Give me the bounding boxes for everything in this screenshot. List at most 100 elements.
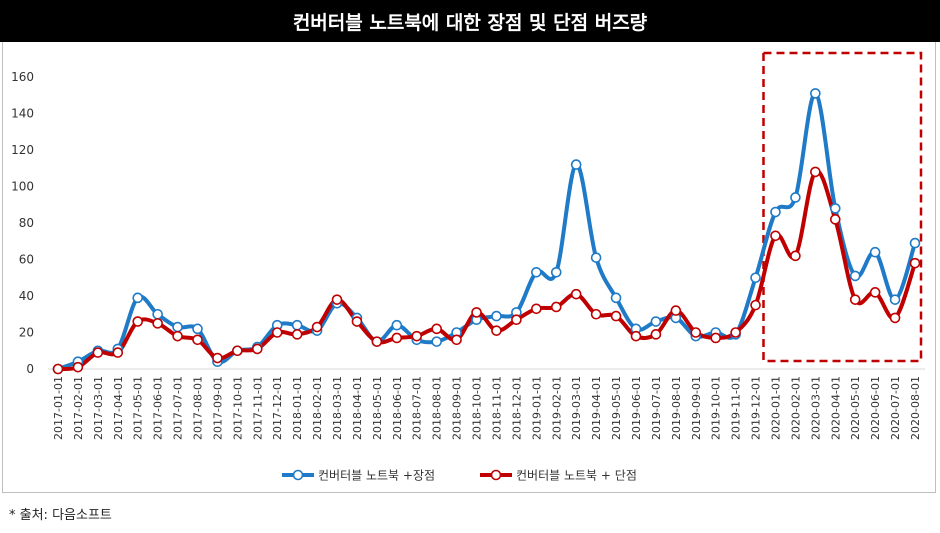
- x-tick-label: 2020-04-01: [829, 376, 842, 440]
- x-tick-label: 2018-03-01: [331, 376, 344, 440]
- series-1-point: [750, 272, 761, 284]
- series-1-point: [531, 266, 542, 278]
- series-2-point: [790, 250, 801, 262]
- series-2-point: [869, 287, 881, 298]
- chart-title: 컨버터블 노트북에 대한 장점 및 단점 버즈량: [0, 0, 940, 42]
- x-tick-label: 2019-05-01: [610, 376, 623, 440]
- x-tick-label: 2018-06-01: [391, 376, 404, 440]
- x-tick-label: 2017-08-01: [192, 376, 205, 440]
- series-2-point: [132, 316, 144, 327]
- x-tick-label: 2018-09-01: [451, 376, 464, 440]
- x-tick-label: 2017-04-01: [112, 376, 125, 440]
- series-2-point: [232, 345, 243, 357]
- series-2-point: [411, 330, 423, 342]
- x-tick-label: 2019-04-01: [590, 376, 603, 440]
- series-2-point: [152, 318, 163, 329]
- y-tick-label: 160: [11, 70, 34, 84]
- series-1-point: [829, 203, 841, 214]
- series-2-point: [550, 301, 562, 313]
- x-tick-label: 2017-02-01: [72, 376, 85, 440]
- series-2-point: [491, 325, 502, 336]
- series-1-point: [650, 316, 662, 327]
- series-2-point: [570, 288, 582, 300]
- series-2-point: [371, 336, 383, 347]
- x-tick-label: 2017-06-01: [152, 376, 165, 440]
- series-2-point: [730, 327, 741, 338]
- series-2-point: [750, 299, 761, 311]
- x-tick-label: 2018-11-01: [490, 376, 503, 440]
- series-2-point: [331, 294, 343, 305]
- series-2-point: [511, 314, 522, 326]
- series-2-point: [212, 352, 223, 364]
- x-tick-label: 2020-06-01: [869, 376, 882, 440]
- series-2-point: [291, 329, 303, 340]
- series-1-point: [590, 252, 602, 263]
- series-2-point: [610, 310, 622, 322]
- series-2-point: [531, 303, 542, 315]
- x-tick-label: 2019-01-01: [530, 376, 543, 440]
- x-tick-label: 2019-03-01: [570, 376, 583, 440]
- x-tick-label: 2017-12-01: [271, 376, 284, 440]
- series-1-point: [391, 319, 403, 331]
- x-tick-label: 2017-01-01: [52, 376, 65, 440]
- series-1-point: [431, 336, 442, 347]
- series-2-point: [690, 327, 702, 338]
- x-tick-label: 2020-05-01: [849, 376, 862, 440]
- y-tick-label: 120: [11, 143, 34, 157]
- y-tick-label: 100: [11, 180, 34, 194]
- series-2-point: [650, 329, 662, 340]
- x-tick-label: 2020-03-01: [809, 376, 822, 440]
- highlight-box: [762, 51, 923, 363]
- series-1-point: [152, 308, 163, 320]
- x-tick-label: 2019-12-01: [750, 376, 763, 440]
- series-2-point: [192, 334, 203, 346]
- series-1-point: [491, 310, 502, 322]
- legend-swatch-marker-2: [490, 469, 502, 481]
- series-2-point: [630, 330, 642, 342]
- series-1-point: [810, 88, 821, 99]
- series-line-2: [56, 169, 917, 372]
- legend-label-2: 컨버터블 노트북 + 단점: [516, 469, 637, 483]
- y-tick-label: 0: [26, 362, 34, 376]
- series-1-point: [869, 246, 881, 258]
- x-tick-label: 2017-03-01: [92, 376, 105, 440]
- y-tick-label: 60: [19, 253, 34, 267]
- x-tick-label: 2018-08-01: [431, 376, 444, 440]
- series-2-point: [670, 305, 682, 316]
- x-tick-label: 2020-08-01: [909, 376, 922, 440]
- x-tick-label: 2017-10-01: [231, 376, 244, 440]
- series-2-point: [849, 294, 861, 305]
- series-1-point: [770, 206, 781, 218]
- series-1-point: [849, 270, 861, 282]
- series-1-point: [610, 292, 622, 304]
- series-2-point: [431, 323, 442, 335]
- series-1-point: [909, 237, 921, 249]
- x-tick-label: 2019-02-01: [550, 376, 563, 440]
- x-tick-label: 2019-09-01: [690, 376, 703, 440]
- series-2-point: [710, 332, 721, 344]
- series-2-point: [451, 334, 462, 346]
- x-tick-label: 2020-01-01: [769, 376, 782, 440]
- series-2-point: [92, 347, 104, 358]
- series-line-1: [56, 91, 917, 371]
- series-2-point: [311, 321, 323, 333]
- x-tick-label: 2020-07-01: [889, 376, 902, 440]
- series-2-point: [252, 343, 263, 355]
- series-1-point: [192, 323, 203, 335]
- series-2-point: [72, 361, 84, 373]
- series-2-point: [829, 214, 841, 225]
- x-tick-label: 2020-02-01: [789, 376, 802, 440]
- series-2-point: [271, 327, 283, 338]
- series-2-point: [471, 307, 482, 318]
- series-2-point: [590, 308, 602, 320]
- x-tick-label: 2019-06-01: [630, 376, 643, 440]
- series-2-point: [391, 332, 403, 344]
- legend-label-1: 컨버터블 노트북 +장점: [318, 469, 435, 483]
- series-2-point: [112, 347, 124, 358]
- series-1-point: [550, 266, 562, 278]
- x-tick-label: 2018-02-01: [311, 376, 324, 440]
- x-tick-label: 2018-12-01: [510, 376, 523, 440]
- series-1-point: [790, 192, 801, 203]
- series-2-point: [770, 230, 781, 242]
